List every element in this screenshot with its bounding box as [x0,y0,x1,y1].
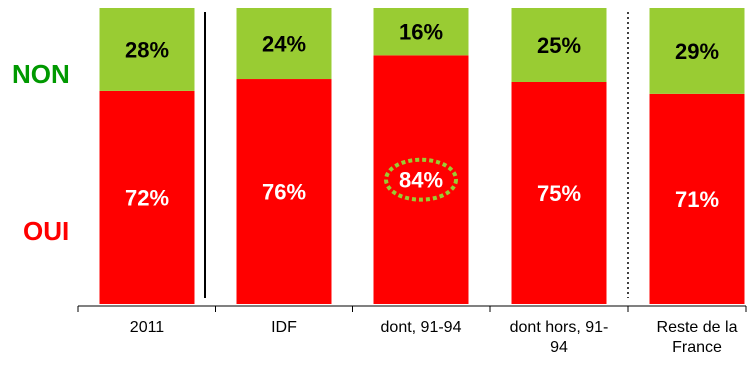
value-label-oui-4: 71% [675,187,719,212]
labels-layer: 28% 72% 24% 76% 16% 84% 25% 75% 29% 71% [125,20,719,212]
bar-oui-4 [649,93,745,304]
value-label-oui-0: 72% [125,185,169,210]
bar-non-2 [373,8,469,56]
bar-non-1 [236,8,332,80]
value-label-non-0: 28% [125,37,169,62]
category-label-3-1: 94 [550,339,568,356]
highlight-ellipse [384,157,458,202]
category-label-4-0: Reste de la [657,319,738,336]
value-label-non-1: 24% [262,32,306,57]
bar-oui-2 [373,55,469,304]
category-label-1-0: IDF [271,319,297,336]
bar-non-4 [649,8,745,94]
value-label-oui-1: 76% [262,180,306,205]
series-label-non: NON [12,59,70,89]
series-labels: NON OUI [12,59,70,246]
value-label-non-4: 29% [675,39,719,64]
bar-oui-0 [99,90,195,304]
category-label-3-0: dont hors, 91- [510,319,609,336]
bar-non-3 [511,8,607,82]
bar-non-0 [99,8,195,91]
category-label-4-1: France [672,339,722,356]
value-label-oui-2: 84% [399,168,443,193]
category-labels: 2011 IDF dont, 91-94 dont hors, 91- 94 Reste … [130,319,738,356]
value-label-oui-3: 75% [537,181,581,206]
category-label-2-0: dont, 91-94 [381,319,462,336]
bar-oui-1 [236,79,332,304]
bar-oui-3 [511,82,607,304]
value-label-non-2: 16% [399,20,443,45]
value-label-non-3: 25% [537,33,581,58]
category-label-0-0: 2011 [130,319,165,336]
bars-layer [99,8,745,304]
x-axis [77,12,747,312]
series-label-oui: OUI [23,216,69,246]
